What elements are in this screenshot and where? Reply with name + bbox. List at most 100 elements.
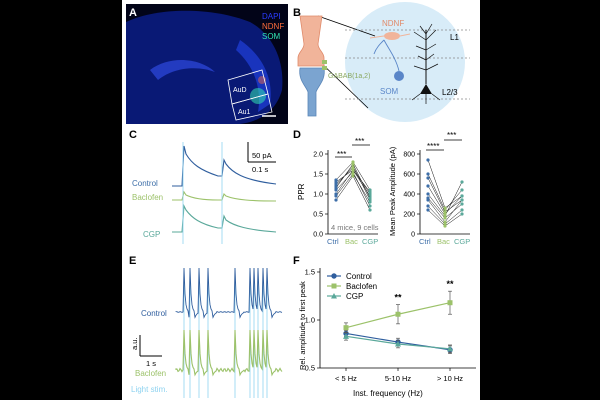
amp-sig-bac-cgp: *** bbox=[447, 131, 456, 140]
amp-sig-ctrl-bac: **** bbox=[427, 142, 439, 151]
trace-cgp bbox=[172, 203, 277, 233]
ppr-ytick-tick-label: 2.0 bbox=[313, 152, 323, 159]
amp-point bbox=[426, 192, 430, 196]
amp-point bbox=[460, 180, 464, 184]
panel-a-letter: A bbox=[129, 7, 137, 19]
panel-f-letter: F bbox=[293, 255, 300, 267]
amp-point bbox=[426, 158, 430, 162]
ppr-ytick-tick-label: 1.5 bbox=[313, 172, 323, 179]
legend-ndnf: NDNF bbox=[262, 22, 284, 31]
f-xtick-label: > 10 Hz bbox=[437, 374, 463, 383]
f-xtick-label: 5-10 Hz bbox=[385, 374, 412, 383]
trace-label-cgp: CGP bbox=[143, 230, 160, 239]
ppr-ticks: 0.0 0.5 1.0 1.5 2.0 bbox=[313, 152, 328, 239]
trace-e-stim-label: Light stim. bbox=[131, 385, 167, 394]
amp-point bbox=[443, 210, 447, 214]
region-au1-label: Au1 bbox=[238, 109, 251, 116]
amp-ylabel: Mean Peak Amplitude (pA) bbox=[388, 146, 397, 236]
ppr-ytick-tick-label: 0.5 bbox=[313, 212, 323, 219]
layer-l23-label: L2/3 bbox=[442, 88, 458, 97]
trace-control bbox=[172, 145, 277, 187]
panel-a: A DAPI NDNF SOM AuD Au1 bbox=[126, 4, 288, 125]
f-point bbox=[447, 345, 453, 352]
ndnf-cell bbox=[384, 32, 400, 40]
au1-region-box bbox=[231, 93, 273, 121]
ppr-xtick-cgp: CGP bbox=[362, 237, 378, 246]
ppr-point bbox=[368, 204, 372, 208]
postsynaptic-spine bbox=[299, 67, 325, 117]
ppr-sig-bac-cgp: *** bbox=[355, 137, 364, 146]
pyramidal-soma bbox=[420, 84, 432, 94]
f-xtick-label: < 5 Hz bbox=[335, 374, 357, 383]
amp-point bbox=[460, 198, 464, 202]
ndnf-label: NDNF bbox=[382, 19, 404, 28]
trace-baclofen bbox=[172, 190, 277, 202]
ndnf-axon bbox=[369, 35, 385, 39]
zoom-circle bbox=[345, 2, 465, 122]
f-point bbox=[343, 325, 349, 331]
amp-xtick-cgp: CGP bbox=[454, 237, 470, 246]
amp-ytick-tick-label: 400 bbox=[403, 192, 415, 199]
amp-point bbox=[426, 204, 430, 208]
trace-e-control bbox=[175, 267, 283, 319]
ppr-xtick-ctrl: Ctrl bbox=[327, 237, 339, 246]
amp-point bbox=[460, 188, 464, 192]
pyramidal-basal bbox=[411, 93, 441, 104]
ppr-point bbox=[368, 200, 372, 204]
ppr-point bbox=[351, 172, 355, 176]
f-point bbox=[343, 333, 349, 339]
f-point bbox=[447, 300, 453, 306]
pyramidal-tuft bbox=[413, 23, 437, 51]
ppr-point bbox=[334, 180, 338, 184]
f-significance: ** ** bbox=[394, 279, 454, 302]
panel-c: C 50 pA 0.1 s Control Baclofen CGP bbox=[129, 129, 277, 244]
trace-e-baclofen bbox=[175, 329, 283, 377]
layer-l1-label: L1 bbox=[450, 33, 459, 42]
ppr-point bbox=[334, 198, 338, 202]
f-series bbox=[343, 290, 453, 354]
amp-point bbox=[426, 196, 430, 200]
ppr-point bbox=[368, 208, 372, 212]
ppr-ytick-tick-label: 1.0 bbox=[313, 192, 323, 199]
legend-som: SOM bbox=[262, 32, 281, 41]
panel-c-letter: C bbox=[129, 129, 137, 141]
panel-d: D PPR 0.0 0.5 1.0 1.5 2.0 *** *** 4 mice, 9 … bbox=[293, 129, 470, 246]
panel-b: B L1 L2/3 GABAB(1a,2) NDNF SOM bbox=[293, 2, 470, 122]
amp-point bbox=[426, 172, 430, 176]
amp-point bbox=[443, 224, 447, 228]
f-ytick-label: 0.5 bbox=[305, 364, 315, 373]
ppr-point bbox=[351, 168, 355, 172]
amp-ytick-tick-label: 600 bbox=[403, 172, 415, 179]
legend-dapi: DAPI bbox=[262, 12, 281, 21]
som-signal bbox=[250, 88, 266, 104]
ppr-plot: PPR 0.0 0.5 1.0 1.5 2.0 *** *** 4 mice, 9 ce… bbox=[297, 137, 379, 246]
panel-b-letter: B bbox=[293, 7, 301, 19]
amp-lines bbox=[426, 158, 464, 228]
panel-d-letter: D bbox=[293, 129, 301, 141]
f-legend-marker bbox=[331, 273, 337, 279]
trace-label-baclofen: Baclofen bbox=[132, 193, 163, 202]
gabab-receptor-1 bbox=[322, 60, 327, 64]
f-point bbox=[395, 311, 401, 317]
amp-ticks: 0 200 400 600 800 bbox=[403, 152, 420, 239]
ppr-xtick-bac: Bac bbox=[345, 237, 358, 246]
amp-point bbox=[443, 206, 447, 210]
ppr-sig-ctrl-bac: *** bbox=[337, 150, 346, 159]
scale-time-label-e: 1 s bbox=[146, 359, 156, 368]
scale-time-label: 0.1 s bbox=[252, 165, 269, 174]
amp-xtick-ctrl: Ctrl bbox=[419, 237, 431, 246]
f-ytick-label: 1.5 bbox=[305, 268, 315, 277]
som-cell bbox=[394, 71, 404, 81]
panel-e-letter: E bbox=[129, 255, 136, 267]
f-significance-label: ** bbox=[394, 293, 402, 303]
f-ytick-label: 1.0 bbox=[305, 316, 315, 325]
amp-point bbox=[443, 216, 447, 220]
scale-current-label: 50 pA bbox=[252, 151, 272, 160]
hippocampus bbox=[150, 60, 215, 80]
trace-e-control-label: Control bbox=[141, 309, 167, 318]
ndnf-dendrite bbox=[399, 33, 411, 37]
f-point bbox=[395, 341, 401, 347]
f-legend-label: Baclofen bbox=[346, 282, 377, 291]
ppr-point bbox=[334, 194, 338, 198]
